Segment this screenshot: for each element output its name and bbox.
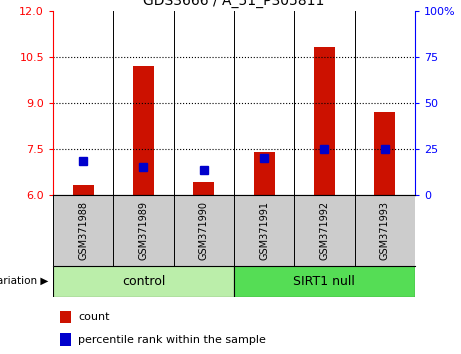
Bar <box>73 185 94 195</box>
Text: GSM371989: GSM371989 <box>138 201 148 259</box>
Title: GDS3666 / A_51_P305811: GDS3666 / A_51_P305811 <box>143 0 325 8</box>
Bar <box>60 333 71 346</box>
Text: GSM371988: GSM371988 <box>78 201 88 259</box>
Bar <box>254 152 275 195</box>
Bar <box>374 112 395 195</box>
Bar <box>53 266 234 297</box>
Bar <box>60 311 71 323</box>
Text: percentile rank within the sample: percentile rank within the sample <box>78 335 266 344</box>
Bar <box>314 47 335 195</box>
Text: count: count <box>78 312 110 322</box>
Text: genotype/variation ▶: genotype/variation ▶ <box>0 276 48 286</box>
Text: GSM371991: GSM371991 <box>259 201 269 259</box>
Text: SIRT1 null: SIRT1 null <box>294 275 355 288</box>
Text: GSM371993: GSM371993 <box>380 201 390 259</box>
Text: GSM371992: GSM371992 <box>319 200 330 260</box>
Text: control: control <box>122 275 165 288</box>
Bar <box>193 182 214 195</box>
Text: GSM371990: GSM371990 <box>199 201 209 259</box>
Bar <box>234 266 415 297</box>
Bar <box>133 66 154 195</box>
